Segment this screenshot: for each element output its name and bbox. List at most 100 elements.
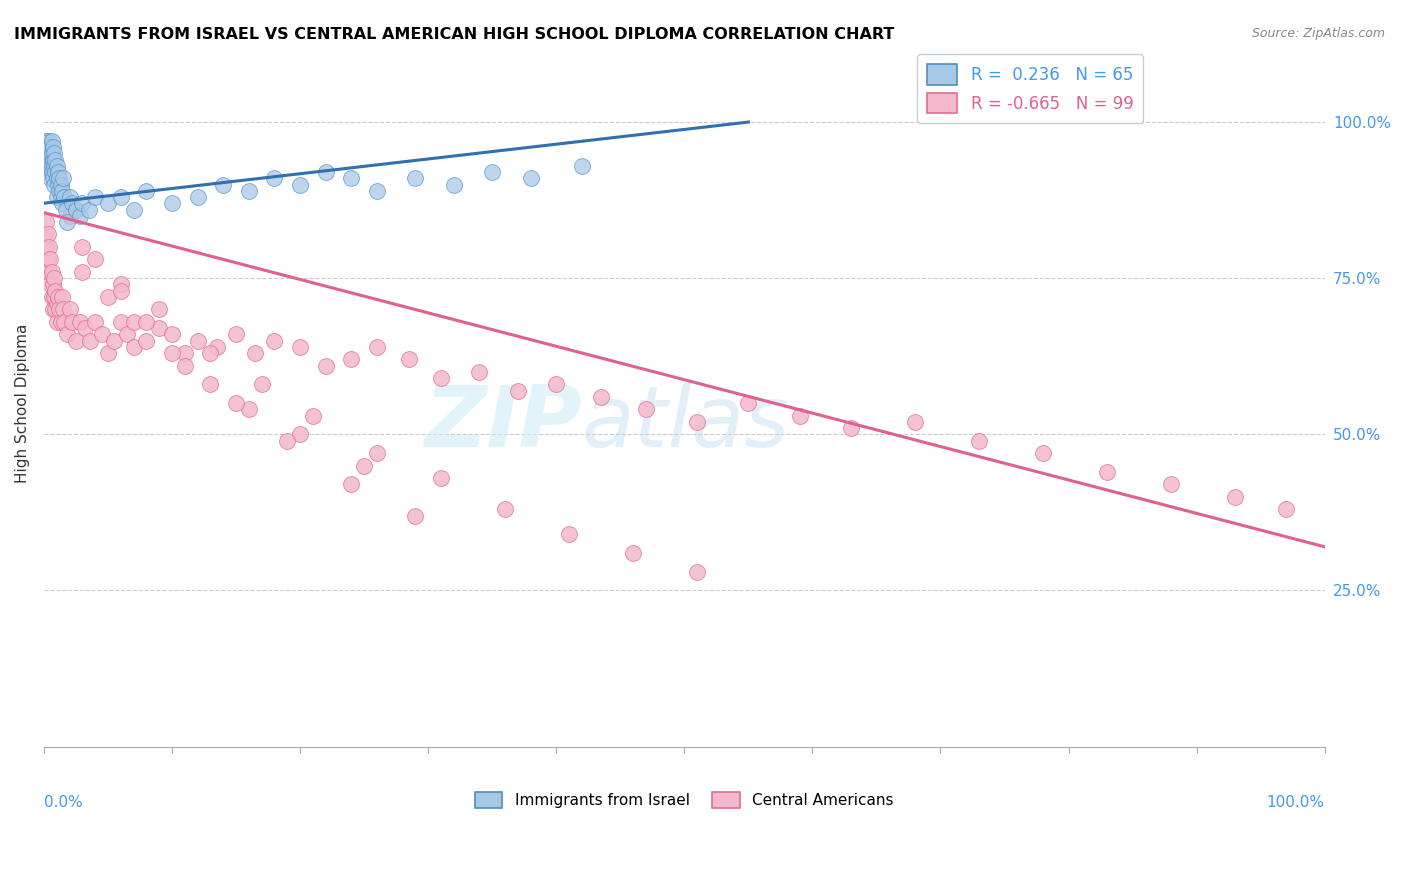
- Point: [1223, 490, 1246, 504]
- Point: [571, 159, 593, 173]
- Point: [263, 171, 285, 186]
- Text: ZIP: ZIP: [425, 383, 582, 466]
- Point: [35, 240, 58, 254]
- Point: [34, 140, 56, 154]
- Point: [494, 502, 516, 516]
- Point: [84, 315, 107, 329]
- Point: [42, 171, 65, 186]
- Point: [160, 196, 183, 211]
- Point: [115, 327, 138, 342]
- Point: [398, 352, 420, 367]
- Point: [48, 184, 70, 198]
- Point: [404, 508, 426, 523]
- Point: [37, 252, 59, 267]
- Point: [65, 334, 87, 348]
- Point: [51, 196, 73, 211]
- Point: [53, 190, 76, 204]
- Point: [69, 209, 91, 223]
- Point: [110, 315, 132, 329]
- Point: [212, 178, 235, 192]
- Point: [58, 209, 80, 223]
- Point: [77, 202, 100, 217]
- Point: [84, 190, 107, 204]
- Text: IMMIGRANTS FROM ISRAEL VS CENTRAL AMERICAN HIGH SCHOOL DIPLOMA CORRELATION CHART: IMMIGRANTS FROM ISRAEL VS CENTRAL AMERIC…: [14, 27, 894, 42]
- Point: [41, 159, 63, 173]
- Point: [44, 271, 66, 285]
- Point: [45, 159, 67, 173]
- Point: [205, 340, 228, 354]
- Point: [187, 190, 209, 204]
- Point: [69, 315, 91, 329]
- Point: [55, 202, 77, 217]
- Point: [97, 290, 120, 304]
- Point: [686, 415, 709, 429]
- Point: [187, 334, 209, 348]
- Point: [238, 184, 260, 198]
- Point: [39, 171, 62, 186]
- Point: [122, 340, 145, 354]
- Point: [366, 340, 388, 354]
- Point: [353, 458, 375, 473]
- Point: [200, 346, 222, 360]
- Point: [48, 302, 70, 317]
- Point: [45, 190, 67, 204]
- Point: [97, 346, 120, 360]
- Point: [58, 190, 80, 204]
- Point: [90, 327, 112, 342]
- Point: [73, 321, 96, 335]
- Point: [225, 396, 247, 410]
- Point: [340, 352, 363, 367]
- Point: [200, 377, 222, 392]
- Point: [589, 390, 612, 404]
- Point: [103, 334, 125, 348]
- Point: [41, 134, 63, 148]
- Point: [366, 184, 388, 198]
- Text: atlas: atlas: [582, 383, 790, 466]
- Point: [38, 165, 60, 179]
- Point: [443, 178, 465, 192]
- Point: [49, 315, 72, 329]
- Point: [404, 171, 426, 186]
- Point: [160, 346, 183, 360]
- Point: [160, 327, 183, 342]
- Point: [276, 434, 298, 448]
- Legend: Immigrants from Israel, Central Americans: Immigrants from Israel, Central American…: [468, 786, 900, 814]
- Point: [250, 377, 273, 392]
- Point: [122, 202, 145, 217]
- Point: [225, 327, 247, 342]
- Point: [41, 146, 63, 161]
- Point: [72, 196, 94, 211]
- Point: [288, 427, 311, 442]
- Point: [37, 146, 59, 161]
- Point: [38, 134, 60, 148]
- Text: 0.0%: 0.0%: [44, 795, 83, 810]
- Point: [53, 315, 76, 329]
- Point: [38, 240, 60, 254]
- Point: [1095, 465, 1118, 479]
- Point: [35, 134, 58, 148]
- Point: [315, 165, 337, 179]
- Point: [686, 565, 709, 579]
- Point: [35, 215, 58, 229]
- Text: Source: ZipAtlas.com: Source: ZipAtlas.com: [1251, 27, 1385, 40]
- Point: [45, 296, 67, 310]
- Point: [263, 334, 285, 348]
- Point: [60, 315, 83, 329]
- Point: [37, 159, 59, 173]
- Point: [41, 290, 63, 304]
- Point: [634, 402, 657, 417]
- Point: [148, 302, 170, 317]
- Point: [60, 196, 83, 211]
- Point: [1160, 477, 1182, 491]
- Point: [56, 327, 79, 342]
- Point: [34, 227, 56, 242]
- Point: [110, 284, 132, 298]
- Point: [173, 359, 195, 373]
- Point: [173, 346, 195, 360]
- Point: [46, 178, 69, 192]
- Point: [42, 277, 65, 292]
- Point: [558, 527, 581, 541]
- Point: [45, 315, 67, 329]
- Point: [42, 302, 65, 317]
- Point: [122, 315, 145, 329]
